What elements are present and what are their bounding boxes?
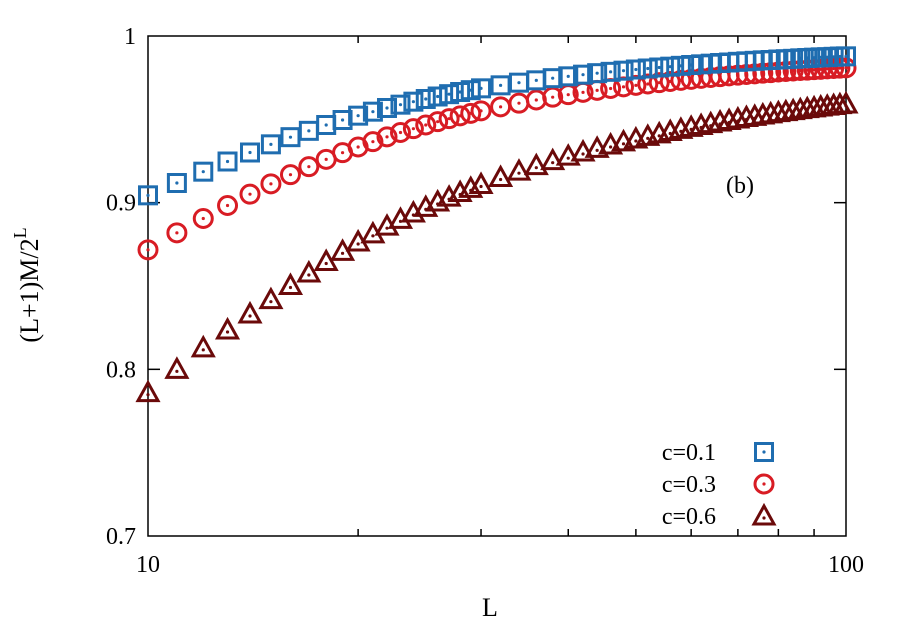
triangle-point	[277, 272, 304, 295]
circle-point	[508, 92, 530, 114]
circle-point	[192, 208, 214, 229]
square-point	[836, 46, 856, 67]
circle-point	[239, 183, 261, 205]
triangle-point	[523, 152, 549, 176]
series-circle	[137, 57, 857, 261]
circle-point	[166, 222, 188, 244]
square-point	[239, 142, 260, 163]
square-point	[348, 105, 369, 126]
square-point	[362, 101, 383, 122]
x-tick-label: 100	[828, 552, 864, 578]
triangle-point	[540, 147, 566, 171]
circle-point	[470, 100, 492, 122]
triangle-point	[237, 300, 263, 324]
square-point	[439, 84, 460, 105]
circle-point	[260, 173, 282, 195]
legend-label: c=0.1	[662, 440, 716, 466]
circle-point	[637, 73, 659, 95]
triangle-point	[164, 356, 190, 379]
triangle-point	[214, 316, 241, 340]
square-point	[427, 86, 448, 107]
series-square	[138, 46, 856, 206]
y-tick-label: 0.7	[106, 524, 136, 550]
square-point	[260, 134, 281, 155]
square-point	[138, 185, 158, 206]
y-axis-label: (L+1)M/2L	[10, 227, 44, 342]
x-tick-label: 10	[136, 552, 160, 578]
circle-point	[625, 74, 647, 96]
triangle-point	[296, 259, 322, 283]
triangle-point	[468, 171, 494, 194]
circle-point	[415, 114, 437, 136]
square-point	[217, 151, 238, 172]
square-point	[526, 70, 547, 91]
triangle-point	[258, 286, 284, 310]
legend-label: c=0.3	[662, 472, 716, 498]
square-point	[403, 91, 424, 112]
triangle-point	[570, 138, 596, 162]
circle-point	[823, 58, 845, 79]
y-tick-label: 0.9	[106, 191, 136, 217]
circle-point	[490, 96, 512, 118]
square-point	[613, 60, 634, 81]
circle-point	[362, 131, 384, 153]
square-point	[625, 59, 646, 80]
square-point	[587, 63, 608, 84]
circle-point	[376, 126, 398, 148]
square-point	[649, 57, 670, 78]
square-point	[166, 173, 187, 193]
square-point	[490, 75, 511, 96]
data-series	[135, 46, 859, 403]
panel-label: (b)	[726, 173, 754, 199]
legend-marker-circle	[753, 473, 775, 495]
square-point	[573, 64, 594, 85]
circle-point	[279, 164, 301, 186]
triangle-point	[190, 334, 216, 358]
legend: c=0.1 c=0.3 c=0.6	[662, 440, 777, 530]
circle-point	[835, 57, 857, 79]
circle-point	[217, 195, 239, 216]
square-point	[415, 89, 436, 109]
series-triangle	[135, 90, 859, 403]
square-point	[316, 115, 337, 135]
square-point	[600, 61, 621, 82]
square-point	[377, 98, 398, 118]
triangle-point	[488, 164, 514, 187]
plot-frame	[147, 35, 847, 537]
axes: 0.7 0.8 0.9 1 10 100	[106, 24, 864, 578]
circle-point	[298, 156, 320, 178]
triangle-point	[135, 379, 161, 403]
triangle-point	[833, 90, 859, 114]
x-axis-label: L	[482, 593, 498, 622]
circle-point	[829, 57, 851, 79]
square-point	[390, 94, 411, 115]
square-point	[298, 120, 319, 141]
legend-marker-square	[754, 442, 774, 462]
legend-label: c=0.6	[662, 504, 716, 530]
triangle-point	[555, 143, 581, 166]
circle-point	[402, 118, 424, 140]
triangle-point	[506, 158, 532, 181]
legend-marker-triangle	[751, 502, 777, 526]
square-point	[280, 127, 301, 148]
y-axis-label-exponent: L	[10, 227, 30, 238]
circle-point	[389, 122, 411, 143]
y-tick-label: 1	[124, 24, 136, 50]
y-axis-label-base: (L+1)M/2	[15, 238, 44, 342]
square-point	[508, 72, 529, 93]
square-point	[193, 161, 214, 182]
square-point	[558, 66, 579, 87]
square-point	[637, 58, 658, 79]
circle-point	[427, 111, 449, 133]
square-point	[471, 78, 492, 99]
circle-point	[137, 239, 159, 261]
y-tick-label: 0.8	[106, 357, 136, 383]
